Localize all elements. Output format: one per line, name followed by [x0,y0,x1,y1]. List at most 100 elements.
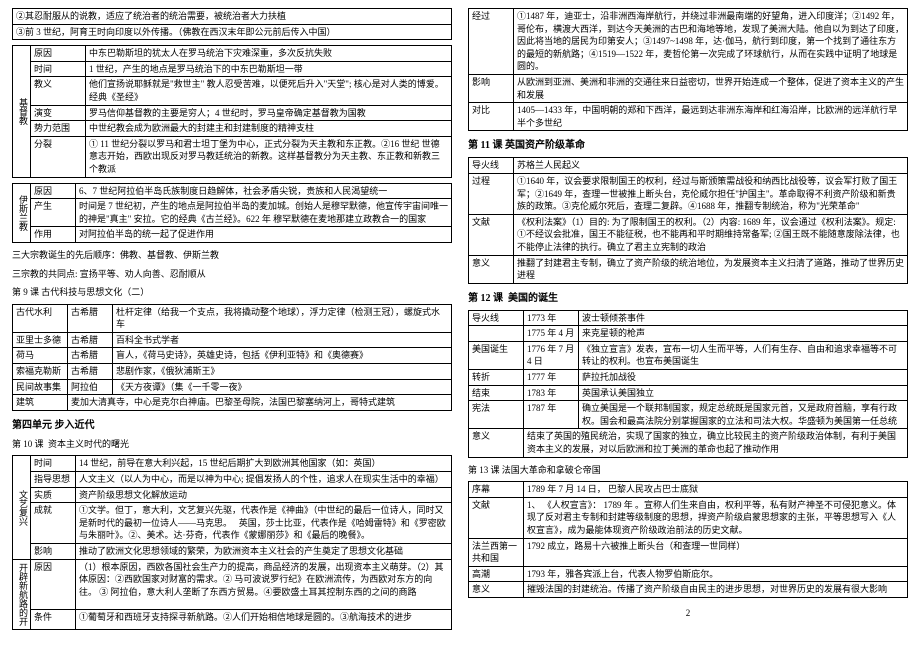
xh-r1-v: ①葡萄牙和西班牙支持探寻新航路。②人们开始相信地球是圆的。③航海技术的进步 [76,610,452,629]
islam-r2-v: 对阿拉伯半岛的统一起了促进作用 [76,227,452,243]
voyage-table: 经过①1487 年，迪亚士，沿非洲西海岸航行，并绕过非洲最南端的好望角，进入印度… [468,8,908,131]
lesson9-table: 古代水利古希腊杜杆定律（给我一个支点，我将撬动整个地球），浮力定律（检测王冠），… [12,304,452,411]
l12-r0-1: 1773 年 [524,310,579,326]
islam-r0-k: 原因 [31,183,76,199]
l12-r4-0: 结束 [469,385,524,401]
lesson13-table: 序幕1789 年 7 月 14 日， 巴黎人民攻占巴士底狱 文献1、 《人权宣言… [468,481,908,598]
wy-r3-v: ①文学。但丁，意大利，文艺复兴先驱，代表作是《神曲》（中世纪的最后一位诗人，同时… [76,503,452,544]
islam-r2-k: 作用 [31,227,76,243]
l11-r0-v: 苏格兰人民起义 [514,158,908,174]
l12-r0-0: 导火线 [469,310,524,326]
l12-r2-3: 《独立宣言》发表，宣布一切人生而平等，人们有生存、自由和追求幸福等不可转让的权利… [579,341,908,369]
l9-r4-1: 阿拉伯 [68,379,113,395]
christ-r3-k: 演变 [31,105,86,121]
l11-r3-v: 推翻了封建君主专制，确立了资产阶级的统治地位，为发展资本主义扫清了道路，推动了世… [514,255,908,283]
l13-r2-k: 法兰西第一共和国 [469,538,524,566]
l9-r2-2: 盲人，《荷马史诗》，英雄史诗，包括《伊利亚特》和《奥德赛》 [113,348,452,364]
christ-r2-v: 他们宣扬说耶稣就是"救世主" 教人忍受苦难，以便死后升入"天堂"; 核心是对人类… [86,77,452,105]
l12-r6-2: 结束了英国的殖民统治，实现了国家的独立，确立比较民主的资产阶级政治体制，有利于美… [524,429,908,457]
l13-r3-k: 高潮 [469,566,524,582]
l9-r4-0: 民间故事集 [13,379,68,395]
xinhang-label: 开辟新航路的开 [13,559,31,629]
l11-r3-k: 意义 [469,255,514,283]
islam-table: 伊斯兰教 原因 6、7 世纪阿拉伯半岛氏族制度日趋解体，社会矛盾尖锐，贵族和人民… [12,183,452,243]
l9-r5-1: 麦加大清真寺，中心是克尔白神庙。巴黎圣母院，法国巴黎塞纳河上，哥特式建筑 [68,395,452,411]
lesson12-table: 导火线1773 年波士顿倾茶事件 1775 年 4 月来克星顿的枪声 美国诞生1… [468,310,908,458]
wy-r1-v: 人文主义（以人为中心，而是以神为中心; 提倡发扬人的个性，追求人在现实生活中的幸… [76,472,452,488]
l12-r3-3: 萨拉托加战役 [579,370,908,386]
christ-r1-v: 1 世纪，产生的地点是罗马统治下的中东巴勒斯坦一带 [86,61,452,77]
wy-r3-k: 成就 [31,503,76,544]
l9-r1-0: 亚里士多德 [13,332,68,348]
l12-r2-1: 1776 年 7 月 4 日 [524,341,579,369]
christ-r4-v: 中世纪教会成为欧洲最大的封建主和封建制度的精神支柱 [86,121,452,137]
l12-r2-0: 美国诞生 [469,341,524,369]
wy-r4-k: 影响 [31,544,76,560]
l13-r1-v: 1、 《人权宣言》： 1789 年 。宣称人们生来自由，权利平等，私有财产神圣不… [524,497,908,538]
lesson11-title: 第 11 课 英国资产阶级革命 [468,138,908,153]
l9-r5-0: 建筑 [13,395,68,411]
l9-r3-2: 悲剧作家，《俄狄浦斯王》 [113,364,452,380]
l13-r4-v: 摧毁法国的封建统治。传播了资产阶级自由民主的进步思想，对世界历史的发展有很大影响 [524,582,908,598]
l12-r3-0: 转折 [469,370,524,386]
l9-r1-2: 百科全书式学者 [113,332,452,348]
lesson9-title: 第 9 课 古代科技与思想文化（二） [12,286,452,299]
voy-r2-v: 1405—1433 年，中国明朝的郑和下西洋，最远到达非洲东海岸和红海沿岸，比欧… [514,103,908,131]
l9-r3-1: 古希腊 [68,364,113,380]
lesson10-title: 第 10 课 资本主义时代的曙光 [12,438,452,451]
voy-r0-v: ①1487 年，迪亚士，沿非洲西海岸航行，并绕过非洲最南端的好望角，进入印度洋；… [514,9,908,75]
christ-r0-v: 中东巴勒斯坦的犹太人在罗马统治下灾难深重，多次反抗失败 [86,46,452,62]
l13-r0-v: 1789 年 7 月 14 日， 巴黎人民攻占巴士底狱 [524,482,908,498]
l9-r3-0: 索福克勒斯 [13,364,68,380]
christ-r1-k: 时间 [31,61,86,77]
voy-r1-k: 影响 [469,74,514,102]
christ-r2-k: 教义 [31,77,86,105]
l13-r4-k: 意义 [469,582,524,598]
l9-r1-1: 古希腊 [68,332,113,348]
l11-r2-v: 《权利法案》（1）目的: 为了限制国王的权利。（2）内容: 1689 年，议会通… [514,214,908,255]
left-column: ②其忍耐服从的说教，适应了统治者的统治需要，被统治者大力扶植 ③前 3 世纪，阿… [12,8,452,642]
l13-r2-v: 1792 成立，路易十六被推上断头台（和查理一世同样） [524,538,908,566]
christ-r5-k: 分裂 [31,136,86,177]
wy-r2-v: 资产阶级思想文化解放运动 [76,487,452,503]
l11-r1-k: 过程 [469,173,514,214]
l12-r1-1: 1775 年 4 月 [524,326,579,342]
l12-r1-3: 来克星顿的枪声 [579,326,908,342]
islam-label: 伊斯兰教 [13,183,31,242]
l11-r0-k: 导火线 [469,158,514,174]
christ-r0-k: 原因 [31,46,86,62]
christ-r5-v: ① 11 世纪分裂以罗马和君士坦丁堡为中心，正式分裂为天主教和东正教。②16 世… [86,136,452,177]
intro-table: ②其忍耐服从的说教，适应了统治者的统治需要，被统治者大力扶植 ③前 3 世纪，阿… [12,8,452,40]
intro-cell-1: ③前 3 世纪，阿育王时向印度以外传播。（佛教在西汉末年即公元前后传入中国） [13,24,452,40]
wenyi-table: 文艺复兴 时间 14 世纪，前导在意大利兴起，15 世纪后期扩大到欧洲其他国家（… [12,455,452,629]
lesson11-table: 导火线苏格兰人民起义 过程①1640 年，议会要求限制国王的权利，经过与斯颁策需… [468,157,908,283]
wenyi-label: 文艺复兴 [13,456,31,559]
l12-r5-1: 1787 年 [524,401,579,429]
voy-r0-k: 经过 [469,9,514,75]
three-religions-1: 三宗教的共同点: 宣扬平等、劝人向善、忍耐顺从 [12,268,452,281]
voy-r1-v: 从欧洲到亚洲、美洲和非洲的交通往来日益密切，世界开始连成一个整体，促进了资本主义… [514,74,908,102]
voy-r2-k: 对比 [469,103,514,131]
l12-r0-3: 波士顿倾茶事件 [579,310,908,326]
christ-r3-v: 罗马信仰基督教的主要是穷人；4 世纪时，罗马皇帝确定基督教为国教 [86,105,452,121]
l13-r0-k: 序幕 [469,482,524,498]
l12-r5-0: 宪法 [469,401,524,429]
wy-r4-v: 推动了欧洲文化思想领域的繁荣，为欧洲资本主义社会的产生奠定了思想文化基础 [76,544,452,560]
l11-r1-v: ①1640 年，议会要求限制国王的权利，经过与斯颁策需战役和纳西比战役等，议会军… [514,173,908,214]
lesson13-title: 第 13 课 法国大革命和拿破仑帝国 [468,464,908,477]
l9-r0-2: 杜杆定律（给我一个支点，我将撬动整个地球），浮力定律（检测王冠），螺旋式水车 [113,304,452,332]
islam-r0-v: 6、7 世纪阿拉伯半岛氏族制度日趋解体，社会矛盾尖锐，贵族和人民渴望统一 [76,183,452,199]
xh-r0-v: （1）根本原因，西欧各国社会生产力的提高，商品经济的发展，出现资本主义萌芽。（2… [76,559,452,610]
wy-r0-v: 14 世纪，前导在意大利兴起，15 世纪后期扩大到欧洲其他国家（如：英国） [76,456,452,472]
l12-r1-0 [469,326,524,342]
l12-r5-3: 确立美国是一个联邦制国家，规定总统既是国家元首，又是政府首脑，享有行政权。国会和… [579,401,908,429]
l12-r4-1: 1783 年 [524,385,579,401]
christ-table: 基督教 原因 中东巴勒斯坦的犹太人在罗马统治下灾难深重，多次反抗失败 时间1 世… [12,45,452,177]
lesson12-title: 第 12 课 美国的诞生 [468,291,908,306]
page-container: ②其忍耐服从的说教，适应了统治者的统治需要，被统治者大力扶植 ③前 3 世纪，阿… [12,8,908,642]
l9-r2-0: 荷马 [13,348,68,364]
unit4-title: 第四单元 步入近代 [12,418,452,433]
l9-r0-0: 古代水利 [13,304,68,332]
intro-cell-0: ②其忍耐服从的说教，适应了统治者的统治需要，被统治者大力扶植 [13,9,452,25]
xh-r1-k: 条件 [31,610,76,629]
